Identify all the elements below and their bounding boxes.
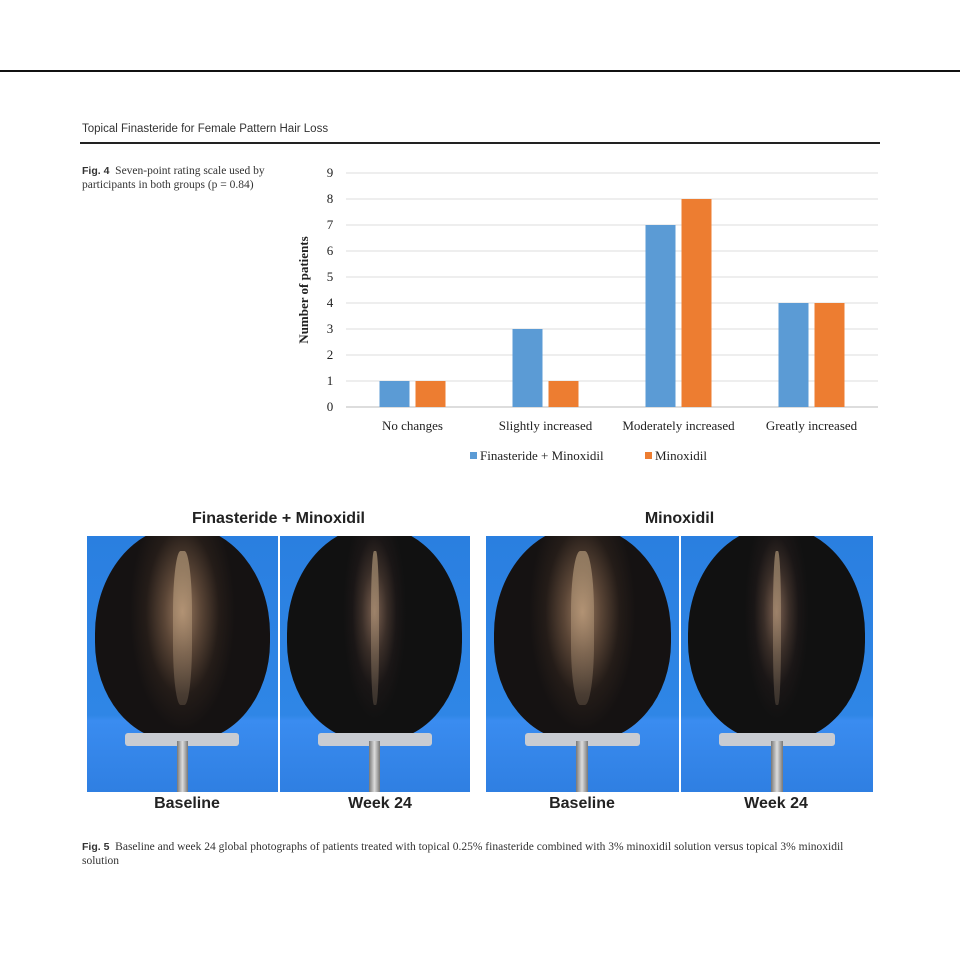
y-tick-label: 7 — [327, 217, 334, 232]
y-tick-label: 5 — [327, 269, 334, 284]
panel-title-combo: Finasteride + Minoxidil — [192, 510, 365, 527]
fig4-label: Fig. 4 — [82, 165, 110, 177]
y-tick-label: 9 — [327, 165, 334, 180]
y-tick-label: 6 — [327, 243, 334, 258]
x-tick-label: Moderately increased — [622, 418, 735, 433]
header-rule — [80, 142, 880, 144]
photo-minoxidil-week24 — [680, 536, 873, 792]
photo-panel-minoxidil — [486, 536, 873, 792]
fig4-caption: Fig. 4 Seven-point rating scale used by … — [82, 164, 272, 192]
y-tick-label: 0 — [327, 399, 334, 414]
photo-label: Week 24 — [744, 795, 808, 812]
legend-label: Minoxidil — [655, 448, 707, 463]
legend-swatch — [470, 452, 477, 459]
y-axis-label: Number of patients — [296, 236, 311, 343]
photo-minoxidil-baseline — [486, 536, 679, 792]
bar-minoxidil — [681, 199, 712, 407]
running-title: Topical Finasteride for Female Pattern H… — [82, 123, 329, 135]
photo-label: Baseline — [154, 795, 220, 812]
legend-label: Finasteride + Minoxidil — [480, 448, 604, 463]
bar-minoxidil — [814, 303, 845, 407]
fig5-caption-text: Baseline and week 24 global photographs … — [82, 841, 844, 867]
fig4-caption-text: Seven-point rating scale used by partici… — [82, 165, 265, 191]
bar-finasteride-minoxidil — [778, 303, 809, 407]
bar-minoxidil — [548, 381, 579, 407]
x-tick-label: Slightly increased — [499, 418, 593, 433]
x-tick-label: No changes — [382, 418, 443, 433]
photo-combo-baseline — [87, 536, 278, 792]
bar-minoxidil — [415, 381, 446, 407]
y-tick-label: 3 — [327, 321, 334, 336]
fig5-caption: Fig. 5 Baseline and week 24 global photo… — [82, 840, 882, 868]
photo-combo-week24 — [279, 536, 470, 792]
y-tick-label: 1 — [327, 373, 334, 388]
bar-chart: 0 1 2 3 4 5 6 7 8 9 Number of patients No changes Sl… — [296, 165, 878, 463]
panel-title-minoxidil: Minoxidil — [644, 510, 715, 527]
bar-finasteride-minoxidil — [379, 381, 410, 407]
photo-label: Week 24 — [348, 795, 412, 812]
legend-swatch — [645, 452, 652, 459]
bar-finasteride-minoxidil — [512, 329, 543, 407]
y-tick-label: 2 — [327, 347, 334, 362]
x-tick-label: Greatly increased — [766, 418, 858, 433]
y-tick-label: 4 — [327, 295, 334, 310]
photo-panel-combo — [87, 536, 470, 792]
page-top-border — [0, 70, 960, 72]
bar-finasteride-minoxidil — [645, 225, 676, 407]
y-tick-label: 8 — [327, 191, 334, 206]
fig5-label: Fig. 5 — [82, 841, 110, 853]
photo-label: Baseline — [549, 795, 615, 812]
